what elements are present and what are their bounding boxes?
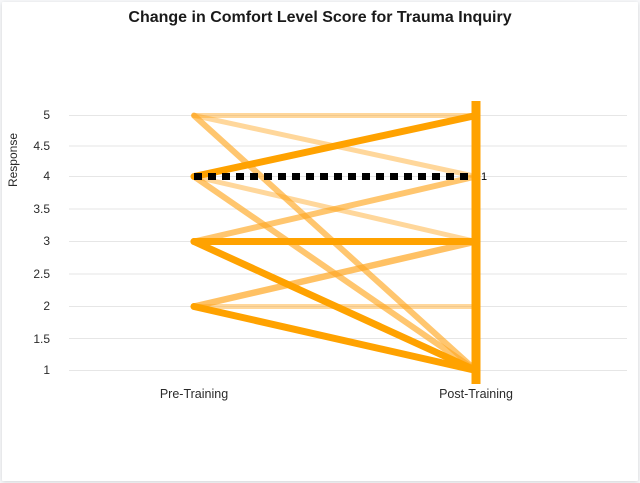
svg-text:1: 1 — [481, 171, 487, 183]
